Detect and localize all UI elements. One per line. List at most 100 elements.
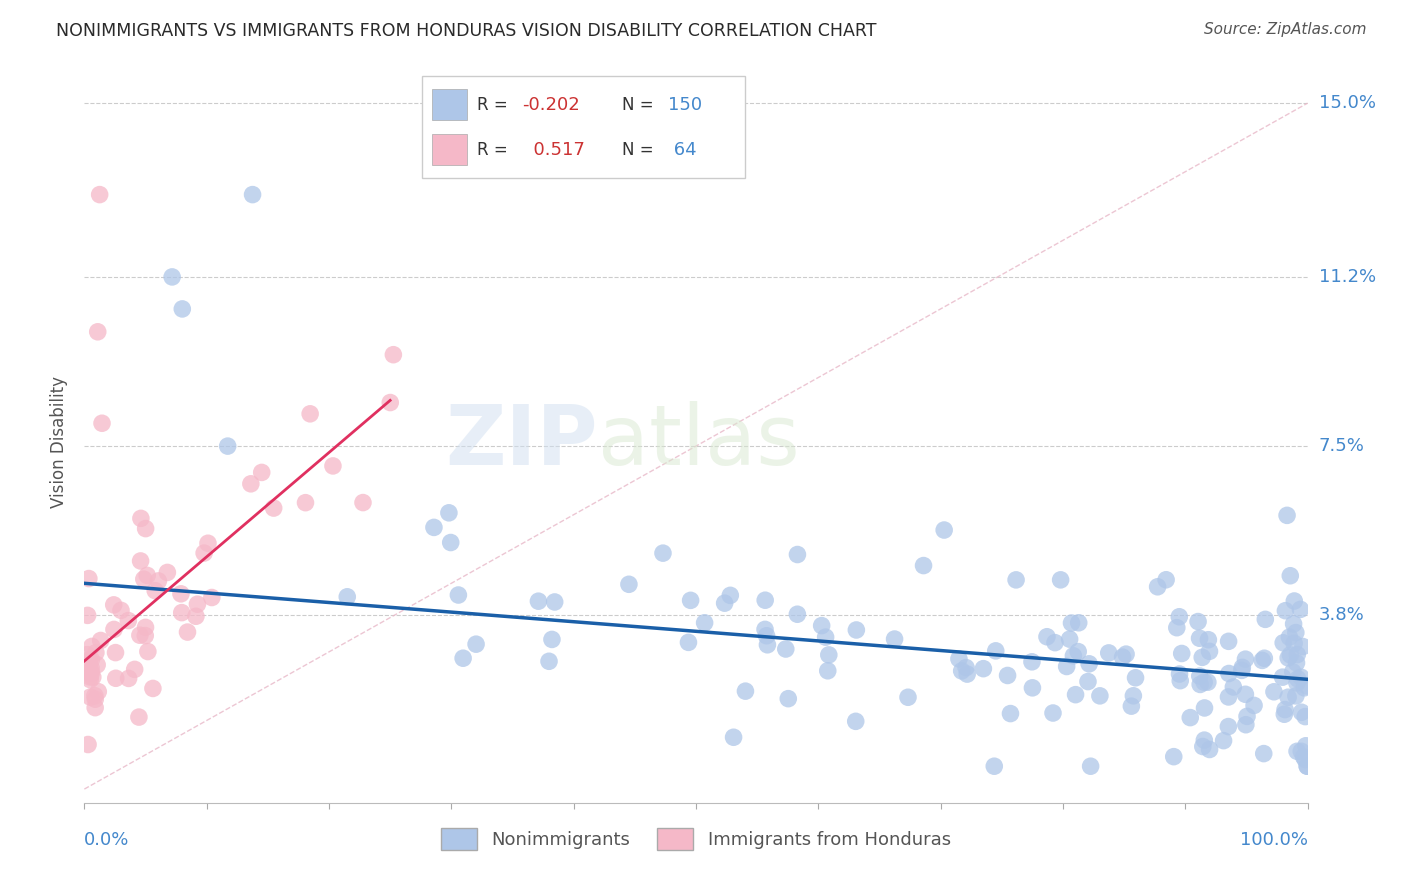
- Point: [1284, 594, 1306, 608]
- Point: [1254, 612, 1277, 626]
- Point: [148, 574, 170, 588]
- Point: [201, 591, 224, 605]
- Point: [1236, 709, 1258, 723]
- Point: [91, 416, 114, 430]
- Point: [1296, 759, 1319, 773]
- Point: [1286, 672, 1309, 686]
- Point: [437, 506, 460, 520]
- Point: [134, 629, 156, 643]
- Point: [124, 662, 146, 676]
- Text: 100.0%: 100.0%: [1240, 830, 1308, 848]
- Point: [1295, 739, 1317, 753]
- Point: [117, 672, 139, 686]
- Point: [1194, 733, 1216, 747]
- Point: [1292, 750, 1315, 764]
- Point: [143, 583, 166, 598]
- Point: [1234, 687, 1257, 701]
- Point: [1191, 650, 1213, 665]
- Point: [84, 646, 107, 660]
- Point: [1146, 580, 1168, 594]
- Point: [1056, 659, 1078, 673]
- Text: 7.5%: 7.5%: [1319, 437, 1365, 455]
- Point: [778, 691, 800, 706]
- Point: [1234, 652, 1257, 666]
- Point: [1282, 636, 1305, 650]
- Point: [1180, 710, 1202, 724]
- Point: [1291, 705, 1313, 719]
- Point: [1067, 615, 1090, 630]
- Point: [1253, 651, 1275, 665]
- Point: [1163, 749, 1185, 764]
- Point: [1154, 573, 1177, 587]
- Point: [77, 658, 100, 673]
- Text: 150: 150: [668, 95, 702, 113]
- Point: [713, 596, 735, 610]
- Point: [142, 681, 165, 696]
- Point: [79, 670, 101, 684]
- Point: [1272, 707, 1295, 722]
- FancyBboxPatch shape: [432, 135, 467, 165]
- Point: [242, 187, 264, 202]
- Point: [693, 615, 716, 630]
- Point: [87, 325, 110, 339]
- Point: [1274, 702, 1296, 716]
- Point: [263, 501, 285, 516]
- Point: [1080, 759, 1102, 773]
- Point: [1121, 699, 1143, 714]
- Point: [1188, 669, 1211, 683]
- Point: [1294, 709, 1316, 723]
- Point: [465, 637, 488, 651]
- Point: [103, 598, 125, 612]
- Legend: Nonimmigrants, Immigrants from Honduras: Nonimmigrants, Immigrants from Honduras: [432, 819, 960, 859]
- Point: [817, 648, 839, 662]
- Point: [1253, 747, 1275, 761]
- Point: [1222, 680, 1244, 694]
- Point: [1243, 698, 1265, 713]
- Point: [84, 700, 107, 714]
- Point: [117, 614, 139, 628]
- Point: [1218, 634, 1240, 648]
- Point: [136, 644, 159, 658]
- Point: [1291, 744, 1313, 758]
- Point: [1060, 615, 1083, 630]
- Point: [1274, 604, 1296, 618]
- Point: [723, 731, 745, 745]
- Point: [1021, 681, 1043, 695]
- Point: [1294, 681, 1316, 695]
- Point: [184, 609, 207, 624]
- Point: [983, 759, 1005, 773]
- Point: [1198, 644, 1220, 658]
- Point: [786, 607, 808, 622]
- Point: [1279, 568, 1302, 582]
- Y-axis label: Vision Disability: Vision Disability: [51, 376, 69, 508]
- Point: [817, 664, 839, 678]
- Point: [1168, 673, 1191, 688]
- Point: [156, 566, 179, 580]
- Point: [160, 269, 183, 284]
- Point: [1232, 660, 1254, 674]
- Point: [1188, 632, 1211, 646]
- Text: 64: 64: [668, 141, 696, 159]
- Point: [934, 523, 956, 537]
- Point: [128, 710, 150, 724]
- Point: [87, 684, 110, 698]
- Text: atlas: atlas: [598, 401, 800, 482]
- Point: [734, 684, 756, 698]
- Text: 3.8%: 3.8%: [1319, 607, 1364, 624]
- Point: [1125, 671, 1147, 685]
- Point: [1111, 650, 1133, 665]
- Point: [136, 568, 159, 582]
- Point: [80, 653, 103, 667]
- Point: [336, 590, 359, 604]
- Point: [912, 558, 935, 573]
- Text: -0.202: -0.202: [522, 95, 579, 113]
- Point: [186, 597, 208, 611]
- Point: [1278, 630, 1301, 644]
- Point: [1294, 753, 1316, 767]
- Text: N =: N =: [623, 95, 654, 113]
- Point: [845, 623, 868, 637]
- Point: [1077, 674, 1099, 689]
- Point: [1218, 666, 1240, 681]
- Text: 15.0%: 15.0%: [1319, 95, 1375, 112]
- Point: [193, 546, 215, 560]
